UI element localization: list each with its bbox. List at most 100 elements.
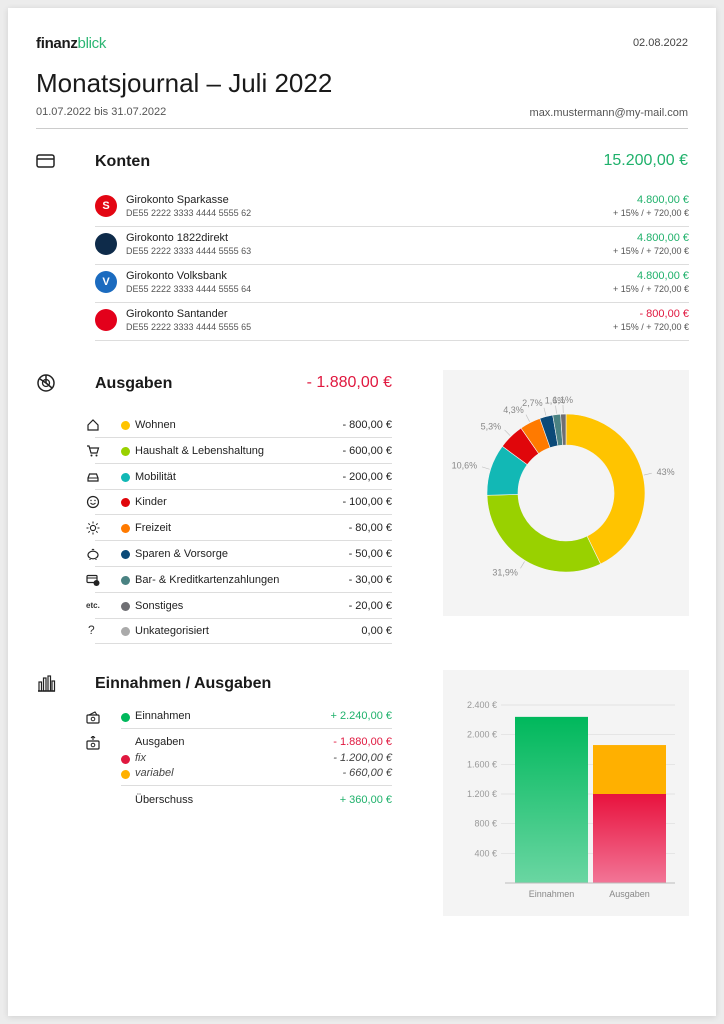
y-tick-label: 1.200 € [467,789,497,799]
y-tick-label: 1.600 € [467,759,497,769]
konten-title: Konten [95,153,151,170]
slice-percent-label: 2,7% [522,398,543,408]
etc-icon: etc. [86,600,100,610]
expense-category-row[interactable]: Wohnen - 800,00 € [87,412,392,438]
pie-chart-icon [37,374,55,392]
y-tick-label: 2.000 € [467,730,497,740]
account-row[interactable]: Girokonto 1822direkt DE55 2222 3333 4444 … [95,227,689,265]
expense-category-row[interactable]: Sparen & Vorsorge - 50,00 € [87,541,392,567]
konten-total: 15.200,00 € [603,152,688,169]
slice-leader-line [520,561,525,569]
bar-segment-fix[interactable] [515,716,588,883]
journal-page: finanzblick 02.08.2022 Monatsjournal – J… [8,8,716,1016]
category-color-dot [121,524,130,534]
category-label: Kinder [135,496,167,509]
account-change: + 15% / + 720,00 € [612,208,689,218]
donut-slice[interactable] [565,413,646,565]
bank-logo-icon [95,309,117,331]
cart-icon [87,445,100,457]
category-color-dot [121,575,130,585]
slice-leader-line [504,429,511,436]
donut-slice[interactable] [486,494,601,573]
income-dot [121,713,130,722]
expense-category-row[interactable]: Freizeit - 80,00 € [86,515,392,542]
expense-category-row[interactable]: ? Unkategorisiert 0,00 € [88,618,392,645]
income-summary: Einnahmen + 2.240,00 € Ausgaben - 1.880,… [86,708,392,828]
category-color-dot [121,550,130,559]
expense-value: - 1.880,00 € [333,736,392,748]
category-amount: - 800,00 € [342,419,392,431]
bar-segment-fix[interactable] [593,794,666,883]
sun-icon [86,521,100,535]
variabel-value: - 660,00 € [342,767,392,779]
variabel-dot [121,770,130,779]
income-label: Einnahmen [135,710,191,722]
account-iban: DE55 2222 3333 4444 5555 64 [126,284,252,294]
donut-hole [518,445,614,541]
car-icon [87,472,99,482]
card-icon [36,154,55,168]
donut-chart-panel: 43% 31,9% 10,6% 5,3% 4,3% 2,7% 1,6% 1,1% [443,370,689,616]
cash-icon [86,711,100,724]
slice-percent-label: 10,6% [452,460,478,470]
x-tick-label: Ausgaben [609,889,650,899]
account-row[interactable]: S Girokonto Sparkasse DE55 2222 3333 4444 … [95,189,689,227]
account-balance: 4.800,00 € [637,194,689,206]
money-out-icon [86,736,100,750]
income-value: + 2.240,00 € [330,710,392,722]
income-expense-bar-chart: 400 € 800 € 1.200 € 1.600 € 2.000 € 2.400 € Ei… [467,700,675,899]
logo-bold: finanz [36,35,78,52]
account-change: + 15% / + 720,00 € [612,322,689,332]
category-color-dot [121,446,130,456]
slice-leader-line [555,405,557,414]
expense-category-row[interactable]: Bar- & Kreditkartenzahlungen - 30,00 € [86,567,392,593]
bar-segment-variabel[interactable] [593,745,666,794]
category-color-dot [121,601,130,611]
bank-logo-icon: V [95,271,117,293]
surplus-value: + 360,00 € [339,794,392,806]
category-label: Mobilität [135,470,176,483]
account-name: Girokonto Volksbank [126,270,227,282]
expense-category-row[interactable]: etc. Sonstiges - 20,00 € [86,593,392,619]
question-icon: ? [88,623,95,638]
report-date: 02.08.2022 [632,37,688,49]
finanzblick-logo[interactable]: finanzblick [36,35,106,52]
logo-light: blick [77,35,107,52]
einnahmen-title: Einnahmen / Ausgaben [95,675,272,692]
expense-label: Ausgaben [135,736,185,748]
category-label: Unkategorisiert [135,625,209,638]
account-name: Girokonto Santander [126,308,228,320]
x-tick-label: Einnahmen [529,889,575,899]
bar-chart-panel: 400 € 800 € 1.200 € 1.600 € 2.000 € 2.400 € Ei… [443,670,689,916]
expense-category-row[interactable]: Haushalt & Lebenshaltung - 600,00 € [87,438,392,464]
header-divider [36,128,688,129]
bar-chart-icon [38,675,56,692]
slice-percent-label: 5,3% [481,421,502,431]
slice-percent-label: 31,9% [492,568,518,578]
expense-category-row[interactable]: Kinder - 100,00 € [86,489,392,516]
y-tick-label: 800 € [474,819,497,829]
category-amount: - 80,00 € [348,522,392,535]
account-iban: DE55 2222 3333 4444 5555 62 [126,208,252,218]
expense-category-row[interactable]: Mobilität - 200,00 € [87,464,392,490]
account-iban: DE55 2222 3333 4444 5555 65 [126,322,252,332]
account-iban: DE55 2222 3333 4444 5555 63 [126,246,252,256]
account-balance: - 800,00 € [639,308,689,320]
ausgaben-title: Ausgaben [95,375,173,392]
slice-leader-line [481,466,490,470]
donut-slice[interactable] [560,413,567,446]
category-amount: 0,00 € [361,625,392,638]
report-period: 01.07.2022 bis 31.07.2022 [36,106,167,118]
account-row[interactable]: V Girokonto Volksbank DE55 2222 3333 4444 … [95,265,689,303]
expense-donut-chart: 43% 31,9% 10,6% 5,3%4,3%2,7% 1,6%1,1% [452,395,675,578]
category-label: Sparen & Vorsorge [135,548,228,560]
category-color-dot [121,472,130,482]
fix-value: - 1.200,00 € [333,752,392,764]
slice-leader-line [525,414,530,422]
ausgaben-total: - 1.880,00 € [306,374,392,391]
account-row[interactable]: Girokonto Santander DE55 2222 3333 4444 5… [95,303,689,341]
category-color-dot [121,498,130,508]
account-balance: 4.800,00 € [637,270,689,282]
variabel-label: variabel [135,767,174,779]
page-title: Monatsjournal – Juli 2022 [36,68,333,98]
